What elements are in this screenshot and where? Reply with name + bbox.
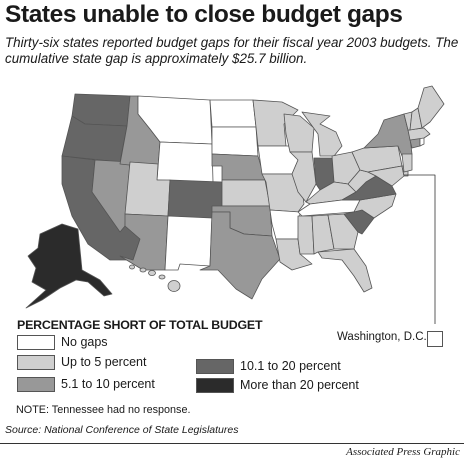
state-minnesota: [252, 99, 299, 147]
state-nebraska: [211, 153, 266, 181]
dc-label: Washington, D.C.: [337, 331, 427, 343]
state-mississippi: [297, 215, 315, 255]
state-arkansas: [269, 209, 301, 240]
state-rhode-island: [419, 137, 425, 147]
state-new-jersey: [401, 153, 413, 173]
state-south-dakota: [211, 126, 259, 157]
us-state-map: [25, 85, 445, 324]
state-new-mexico: [164, 215, 213, 271]
legend-swatch-10-to-20: [196, 359, 234, 374]
legend-label-over-20: More than 20 percent: [240, 378, 359, 392]
state-north-dakota: [209, 99, 257, 128]
source-text: Source: National Conference of State Leg…: [5, 424, 239, 436]
legend-swatch-over-20: [196, 378, 234, 393]
state-maryland: [367, 165, 405, 187]
state-illinois: [289, 151, 317, 203]
credit-text: Associated Press Graphic: [346, 446, 460, 458]
state-alabama: [311, 214, 335, 255]
state-maine: [417, 85, 445, 129]
chart-title: States unable to close budget gaps: [5, 1, 403, 28]
state-kansas: [221, 179, 271, 207]
dc-swatch: [427, 331, 443, 347]
note-text: NOTE: Tennessee had no response.: [16, 404, 191, 416]
state-michigan: [301, 111, 343, 157]
legend-label-no-gaps: No gaps: [61, 335, 108, 349]
state-texas: [199, 211, 281, 300]
state-hawaii: [129, 264, 181, 292]
legend-label-5-to-10: 5.1 to 10 percent: [61, 377, 155, 391]
legend-title: PERCENTAGE SHORT OF TOTAL BUDGET: [17, 318, 263, 332]
state-florida: [317, 248, 373, 293]
state-alaska: [25, 223, 113, 309]
legend-label-10-to-20: 10.1 to 20 percent: [240, 359, 341, 373]
state-wyoming: [156, 141, 214, 183]
legend-label-up-to-5: Up to 5 percent: [61, 355, 147, 369]
dc-leader-line: [404, 174, 436, 324]
chart-subtitle: Thirty-six states reported budget gaps f…: [5, 35, 459, 66]
legend-swatch-up-to-5: [17, 355, 55, 370]
legend-swatch-no-gaps: [17, 335, 55, 350]
legend-swatch-5-to-10: [17, 377, 55, 392]
footer-divider: [0, 443, 464, 444]
